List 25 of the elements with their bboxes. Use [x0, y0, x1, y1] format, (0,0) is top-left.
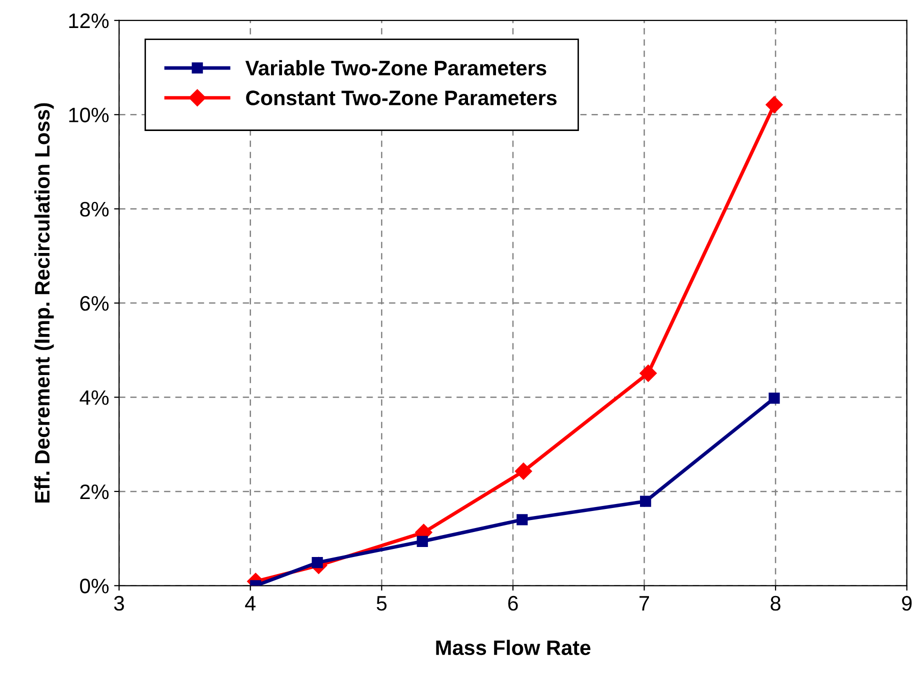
x-tick-label: 3 — [114, 596, 124, 611]
legend-label: Variable Two-Zone Parameters — [245, 60, 546, 76]
point — [416, 536, 428, 547]
point — [640, 364, 657, 382]
y-axis-title: Eff. Decrement (Imp. Recirculation Loss) — [34, 103, 54, 502]
legend-label: Constant Two-Zone Parameters — [246, 90, 557, 106]
y-tick-label: 0% — [80, 578, 109, 594]
point — [516, 514, 528, 526]
point — [514, 462, 532, 480]
x-tick-label: 6 — [508, 596, 518, 611]
y-tick-label: 12% — [69, 13, 109, 28]
x-tick-label: 9 — [902, 596, 912, 611]
point — [768, 392, 780, 404]
x-tick-label: 5 — [376, 596, 387, 611]
point — [766, 96, 783, 114]
y-tick-label: 10% — [69, 108, 109, 122]
y-tick-label: 8% — [80, 202, 109, 217]
y-tick-label: 4% — [80, 390, 109, 405]
point — [640, 496, 652, 507]
x-axis-title: Mass Flow Rate — [436, 640, 590, 656]
x-tick-label: 8 — [770, 596, 780, 611]
x-tick-label: 7 — [640, 596, 649, 610]
x-tick-label: 4 — [245, 596, 256, 610]
y-tick-label: 6% — [80, 296, 109, 311]
y-tick-label: 2% — [80, 484, 109, 500]
